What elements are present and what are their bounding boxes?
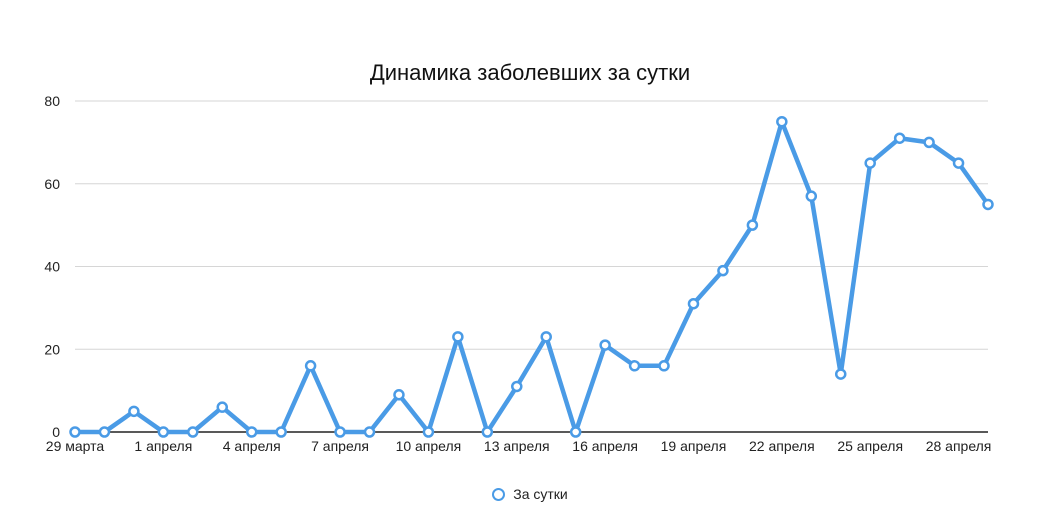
x-tick-label: 4 апреля [223, 438, 281, 454]
data-point [982, 198, 994, 211]
data-point [334, 426, 346, 438]
data-point [363, 426, 376, 438]
y-tick-label: 80 [44, 93, 60, 109]
data-point [805, 190, 818, 202]
data-point [923, 136, 935, 149]
data-point [216, 401, 229, 413]
y-tick-label: 40 [44, 259, 60, 275]
data-point [717, 264, 729, 277]
x-tick-label: 25 апреля [837, 438, 903, 454]
data-point [864, 157, 876, 169]
x-tick-label: 28 апреля [926, 438, 992, 454]
x-tick-label: 16 апреля [572, 438, 638, 454]
data-point [245, 426, 258, 438]
x-tick-label: 13 апреля [484, 438, 550, 454]
data-point [511, 380, 523, 393]
x-tick-label: 10 апреля [396, 438, 462, 454]
data-point [540, 331, 552, 343]
data-point [275, 426, 287, 438]
x-tick-label: 1 апреля [134, 438, 192, 454]
data-point [746, 219, 759, 231]
data-point [157, 426, 170, 438]
legend-label: За сутки [513, 486, 568, 502]
y-tick-label: 20 [44, 341, 60, 357]
y-tick-label: 60 [44, 176, 60, 192]
x-tick-label: 7 апреля [311, 438, 369, 454]
chart-title: Динамика заболевших за сутки [369, 60, 691, 85]
data-point [893, 132, 906, 144]
x-tick-label: 19 апреля [661, 438, 727, 454]
data-point [422, 426, 435, 438]
legend: За сутки [0, 486, 1060, 502]
data-point [393, 389, 405, 401]
data-point [687, 297, 700, 310]
x-tick-label: 29 марта [46, 438, 105, 454]
data-point [599, 339, 611, 351]
data-point [304, 360, 317, 372]
series-line [72, 119, 991, 435]
data-point [628, 360, 641, 372]
data-point [452, 331, 464, 343]
data-point [69, 426, 81, 438]
data-point [187, 426, 199, 438]
data-point [952, 157, 965, 169]
legend-marker-icon [492, 487, 506, 501]
data-point [481, 426, 494, 438]
y-tick-label: 0 [52, 424, 60, 440]
data-point [776, 115, 788, 128]
data-point [658, 360, 670, 372]
data-point [98, 426, 111, 438]
data-point [128, 405, 140, 418]
data-point [834, 368, 847, 380]
data-point [569, 426, 582, 438]
x-tick-label: 22 апреля [749, 438, 815, 454]
